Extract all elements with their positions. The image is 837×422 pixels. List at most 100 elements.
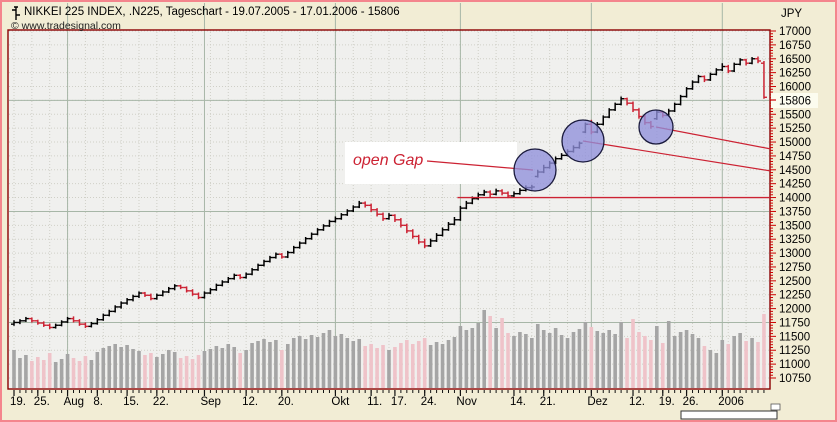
last-price-marker: 15806 [770, 93, 818, 108]
y-axis-label: 11500 [779, 331, 810, 343]
volume-bar [113, 344, 117, 388]
volume-bar [488, 316, 492, 388]
volume-bar [250, 343, 254, 388]
volume-bar [172, 352, 177, 388]
volume-bar [137, 351, 141, 388]
volume-bar [452, 337, 457, 388]
volume-bar [232, 347, 237, 388]
scrollbar-thumb[interactable] [680, 410, 778, 420]
y-axis-label: 14500 [779, 165, 811, 177]
volume-bar [720, 340, 725, 388]
volume-bar [95, 352, 100, 388]
volume-bar [274, 340, 278, 388]
volume-bar [309, 335, 314, 388]
volume-bar [678, 332, 683, 388]
y-axis-label: 12250 [779, 290, 811, 302]
y-axis-label: 13250 [779, 234, 811, 246]
volume-bar [125, 345, 129, 388]
y-axis-label: 11250 [779, 345, 810, 357]
y-axis-label: 14750 [779, 151, 811, 163]
volume-bar [428, 345, 433, 388]
volume-bar [553, 328, 558, 388]
gap-circle[interactable] [561, 119, 605, 163]
volume-bar [119, 347, 123, 388]
x-axis-label: 12. [242, 396, 258, 408]
volume-bar [690, 334, 695, 388]
y-axis-label: 10750 [779, 373, 811, 385]
volume-bar [738, 333, 742, 388]
x-axis-label: 22. [153, 396, 169, 408]
volume-bar [595, 331, 600, 388]
currency-label: JPY [781, 8, 802, 20]
x-axis-label: 12. [629, 396, 645, 408]
volume-bar [303, 339, 308, 388]
volume-bar [613, 334, 617, 388]
volume-bar [422, 338, 427, 388]
volume-bar [268, 342, 272, 388]
volume-bar [285, 344, 290, 388]
volume-bar [440, 344, 445, 388]
volume-bar [666, 321, 671, 388]
volume-bar [65, 354, 70, 388]
x-axis-label: 8. [93, 396, 103, 408]
trend-line[interactable] [655, 126, 772, 150]
gap-circle[interactable] [638, 109, 674, 145]
volume-bar [643, 336, 647, 388]
plot-border [7, 29, 771, 390]
x-axis-label: Dez [587, 396, 608, 408]
volume-bar [208, 349, 213, 388]
y-axis-label: 13000 [779, 248, 811, 260]
open-gap-label-box[interactable] [345, 142, 517, 184]
volume-bar [77, 361, 82, 388]
volume-bar [762, 314, 766, 388]
volume-bar [619, 322, 623, 388]
volume-bar [83, 356, 88, 388]
y-axis-label: 16500 [779, 54, 811, 66]
open-gap-label[interactable]: open Gap [353, 152, 423, 169]
volume-bar [393, 347, 397, 388]
volume-bar [155, 357, 159, 388]
resize-grip [770, 403, 781, 411]
x-axis-label: 19. [659, 396, 675, 408]
x-axis-label: 20. [278, 396, 294, 408]
trend-line[interactable] [582, 140, 772, 172]
volume-bar [333, 336, 338, 388]
volume-bar [339, 334, 344, 388]
volume-bar [405, 340, 409, 388]
volume-bar [512, 336, 516, 388]
volume-bar [190, 359, 195, 388]
y-axis-label: 15500 [779, 109, 811, 121]
volume-bar [494, 328, 498, 388]
y-axis-label: 13750 [779, 206, 811, 218]
volume-bar [89, 360, 94, 388]
volume-bar [446, 340, 451, 388]
volume-bar [131, 349, 135, 388]
volume-bar [541, 330, 546, 388]
volume-bar [184, 356, 189, 388]
volume-bar [18, 358, 22, 388]
volume-bar [559, 335, 564, 388]
volume-bar [660, 343, 665, 388]
volume-bar [381, 345, 385, 388]
volume-bar [470, 328, 475, 388]
volume-bar [369, 344, 373, 388]
volume-bar [518, 332, 522, 388]
volume-bar [464, 330, 469, 388]
volume-bar [672, 336, 677, 388]
volume-bar [107, 346, 112, 388]
y-axis-label: 16750 [779, 40, 811, 52]
volume-bar [530, 338, 534, 388]
y-axis-label: 11000 [779, 359, 810, 371]
gap-circle[interactable] [513, 148, 557, 192]
volume-bar [535, 324, 540, 388]
volume-bar [714, 353, 719, 388]
volume-bar [744, 341, 748, 388]
y-axis-label: 11750 [779, 317, 810, 329]
volume-bar [684, 330, 689, 388]
x-axis-label: 26. [683, 396, 699, 408]
y-axis-label: 14000 [779, 193, 811, 205]
volume-bar [30, 361, 34, 388]
volume-bar [363, 346, 367, 388]
